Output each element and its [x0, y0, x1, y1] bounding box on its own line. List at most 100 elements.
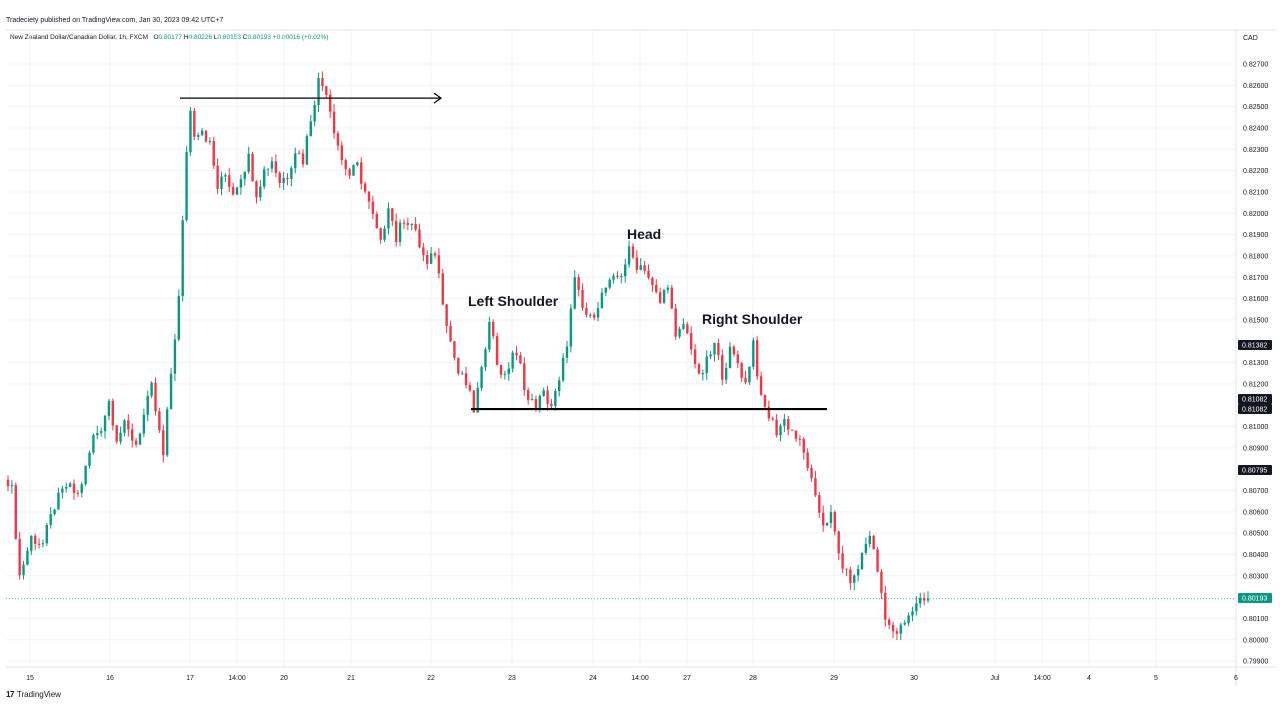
candle[interactable]: [759, 371, 763, 396]
candle[interactable]: [546, 385, 549, 412]
candle[interactable]: [697, 362, 701, 375]
candle[interactable]: [57, 487, 60, 510]
candle[interactable]: [919, 592, 922, 608]
x-tick-label[interactable]: 14:00: [1033, 675, 1051, 682]
symbol-name[interactable]: New Zealand Dollar/Canadian Dollar, 1h, …: [10, 34, 149, 41]
y-tick-label[interactable]: 0.81800: [1243, 253, 1268, 260]
candle[interactable]: [131, 423, 134, 448]
candle[interactable]: [713, 342, 716, 362]
candle[interactable]: [6, 475, 10, 492]
candle[interactable]: [10, 480, 14, 494]
candle[interactable]: [651, 276, 654, 293]
candle[interactable]: [84, 465, 87, 486]
candle[interactable]: [523, 357, 526, 396]
candle[interactable]: [356, 161, 359, 167]
x-tick-label[interactable]: 27: [683, 675, 691, 682]
candle[interactable]: [344, 158, 347, 176]
candle[interactable]: [705, 350, 708, 380]
candle[interactable]: [26, 546, 29, 566]
candle[interactable]: [379, 227, 382, 245]
candle[interactable]: [216, 158, 219, 195]
candle[interactable]: [433, 251, 437, 259]
candle[interactable]: [783, 413, 786, 432]
candle[interactable]: [383, 225, 386, 243]
candle[interactable]: [49, 507, 52, 529]
candle[interactable]: [391, 208, 394, 227]
left-shoulder-annotation[interactable]: Left Shoulder: [468, 293, 559, 309]
candle[interactable]: [328, 89, 332, 119]
candle[interactable]: [301, 149, 305, 168]
candle[interactable]: [208, 137, 212, 145]
candle[interactable]: [810, 464, 813, 482]
candle[interactable]: [336, 130, 340, 151]
candle[interactable]: [658, 287, 662, 305]
candle[interactable]: [655, 279, 658, 294]
axes[interactable]: 0.82700 0.82600 0.82500 0.82400 0.82300 0.822…: [6, 29, 1276, 686]
candle[interactable]: [119, 426, 122, 445]
candle[interactable]: [631, 243, 635, 260]
candle[interactable]: [41, 539, 45, 548]
candle[interactable]: [565, 340, 569, 364]
candle[interactable]: [480, 365, 483, 392]
x-tick-label[interactable]: 23: [508, 675, 516, 682]
candle[interactable]: [80, 481, 83, 498]
y-tick-label[interactable]: 0.81200: [1243, 381, 1268, 388]
candle[interactable]: [693, 344, 697, 369]
candle[interactable]: [340, 141, 344, 165]
y-tick-label[interactable]: 0.80900: [1243, 445, 1268, 452]
candle[interactable]: [775, 414, 778, 438]
candle[interactable]: [627, 240, 631, 268]
y-tick-label[interactable]: 0.81600: [1243, 296, 1268, 303]
candle[interactable]: [604, 287, 608, 297]
candle[interactable]: [829, 505, 833, 529]
candle[interactable]: [503, 370, 507, 380]
candle[interactable]: [99, 427, 103, 437]
candle[interactable]: [895, 627, 899, 641]
candle[interactable]: [740, 361, 743, 382]
candle[interactable]: [891, 621, 895, 638]
candle[interactable]: [744, 370, 747, 385]
candle[interactable]: [806, 448, 809, 472]
candle[interactable]: [453, 341, 456, 361]
candle[interactable]: [30, 535, 33, 555]
x-tick-label[interactable]: 17: [186, 675, 194, 682]
candle[interactable]: [814, 470, 817, 498]
y-tick-label[interactable]: 0.81300: [1243, 360, 1268, 367]
candle[interactable]: [150, 381, 153, 398]
candle[interactable]: [270, 156, 274, 173]
candle[interactable]: [325, 85, 328, 99]
candle[interactable]: [585, 302, 588, 318]
y-tick-label[interactable]: 0.82100: [1243, 189, 1268, 196]
candle[interactable]: [507, 362, 510, 381]
candle[interactable]: [68, 481, 72, 488]
candle[interactable]: [14, 482, 17, 540]
candle[interactable]: [146, 390, 149, 422]
candle[interactable]: [394, 213, 398, 247]
candle[interactable]: [635, 250, 639, 274]
candle[interactable]: [732, 344, 736, 357]
candle[interactable]: [682, 318, 685, 331]
candle[interactable]: [123, 419, 126, 437]
candle[interactable]: [96, 425, 99, 440]
candle[interactable]: [596, 302, 600, 322]
candle[interactable]: [926, 591, 930, 603]
candle[interactable]: [724, 362, 728, 384]
candle[interactable]: [915, 596, 918, 616]
candle[interactable]: [375, 211, 378, 229]
right-shoulder-annotation[interactable]: Right Shoulder: [702, 311, 803, 327]
candle[interactable]: [33, 533, 37, 551]
candle[interactable]: [177, 289, 181, 342]
candle[interactable]: [608, 277, 611, 290]
candle[interactable]: [282, 171, 285, 190]
candle[interactable]: [189, 107, 192, 156]
x-tick-label[interactable]: 5: [1154, 675, 1158, 682]
candle[interactable]: [317, 72, 320, 112]
candle[interactable]: [18, 531, 21, 580]
candle[interactable]: [88, 450, 91, 469]
candle[interactable]: [515, 345, 518, 361]
candle[interactable]: [468, 381, 472, 393]
candle[interactable]: [297, 150, 301, 155]
candle[interactable]: [717, 338, 720, 361]
x-tick-label[interactable]: 6: [1234, 675, 1238, 682]
